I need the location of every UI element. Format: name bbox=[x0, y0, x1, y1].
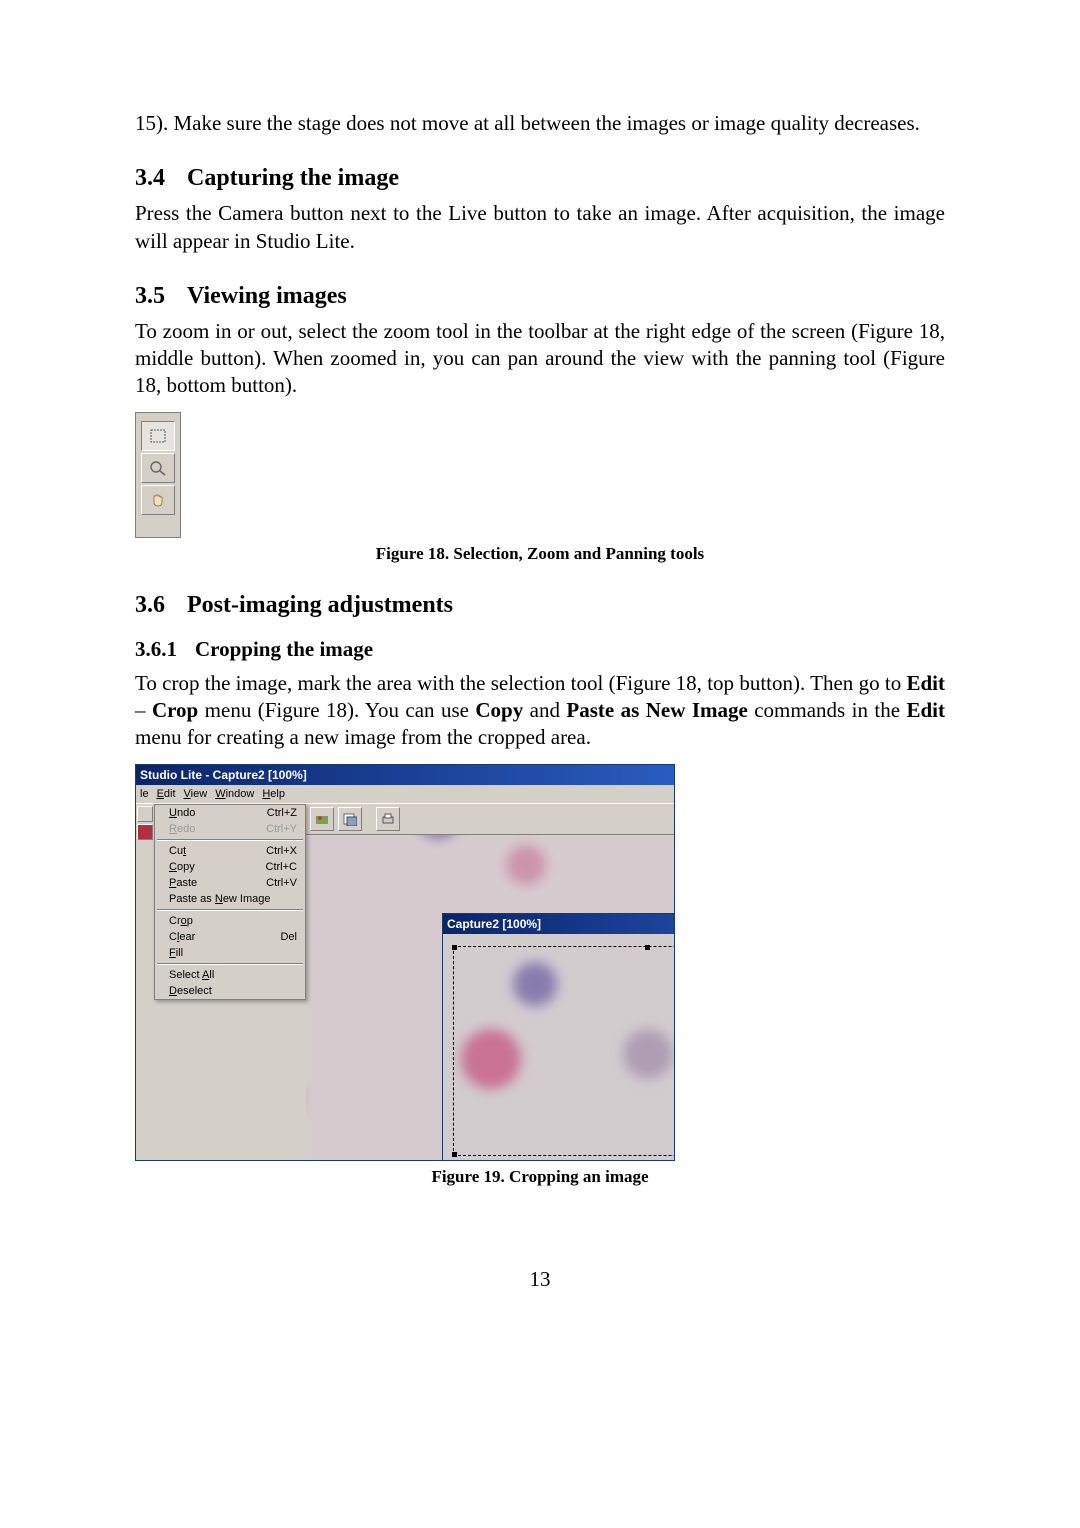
section-title: Post-imaging adjustments bbox=[187, 592, 453, 619]
menubar: le Edit View Window Help bbox=[136, 785, 674, 804]
mini-toolbar bbox=[135, 412, 181, 538]
page-number: 13 bbox=[135, 1267, 945, 1292]
zoom-icon bbox=[149, 460, 167, 476]
subsection-number: 3.6.1 bbox=[135, 637, 177, 662]
cropping-paragraph: To crop the image, mark the area with th… bbox=[135, 670, 945, 752]
left-toolbar bbox=[136, 804, 154, 840]
menu-file-fragment[interactable]: le bbox=[140, 788, 149, 800]
pan-tool-button[interactable] bbox=[141, 485, 175, 515]
section-3-5-heading: 3.5 Viewing images bbox=[135, 283, 945, 310]
sub-canvas[interactable] bbox=[443, 934, 674, 1160]
menu-item-fill[interactable]: Fill bbox=[155, 945, 305, 961]
tool-print[interactable] bbox=[376, 807, 400, 831]
section-number: 3.5 bbox=[135, 283, 165, 310]
menu-item-paste[interactable]: PasteCtrl+V bbox=[155, 875, 305, 891]
section-3-6-1-heading: 3.6.1 Cropping the image bbox=[135, 637, 945, 662]
menu-window[interactable]: Window bbox=[215, 788, 254, 800]
menu-item-redo: RedoCtrl+Y bbox=[155, 821, 305, 837]
tool-b[interactable] bbox=[338, 807, 362, 831]
selection-tool-button[interactable] bbox=[141, 421, 175, 451]
section-title: Capturing the image bbox=[187, 165, 399, 192]
intro-paragraph: 15). Make sure the stage does not move a… bbox=[135, 110, 945, 137]
menu-item-copy[interactable]: CopyCtrl+C bbox=[155, 859, 305, 875]
left-tool-1[interactable] bbox=[137, 806, 153, 822]
main-titlebar: Studio Lite - Capture2 [100%] bbox=[136, 765, 674, 785]
section-number: 3.4 bbox=[135, 165, 165, 192]
selection-icon bbox=[149, 428, 167, 444]
background-canvas: Capture2 [100%] bbox=[306, 835, 674, 1160]
section-3-5-body: To zoom in or out, select the zoom tool … bbox=[135, 318, 945, 400]
zoom-tool-button[interactable] bbox=[141, 453, 175, 483]
tool-a[interactable] bbox=[310, 807, 334, 831]
section-3-4-body: Press the Camera button next to the Live… bbox=[135, 200, 945, 255]
sub-window: Capture2 [100%] bbox=[442, 913, 674, 1160]
menu-edit[interactable]: Edit bbox=[157, 788, 176, 800]
selection-marquee[interactable] bbox=[453, 946, 674, 1156]
menu-item-paste-as-new-image[interactable]: Paste as New Image bbox=[155, 891, 305, 907]
sub-titlebar: Capture2 [100%] bbox=[443, 914, 674, 934]
menu-view[interactable]: View bbox=[184, 788, 208, 800]
edit-dropdown-menu: UndoCtrl+ZRedoCtrl+YCutCtrl+XCopyCtrl+CP… bbox=[154, 804, 306, 1000]
top-tool-row bbox=[306, 804, 674, 835]
section-number: 3.6 bbox=[135, 592, 165, 619]
figure-18-caption: Figure 18. Selection, Zoom and Panning t… bbox=[135, 544, 945, 564]
figure-19-caption: Figure 19. Cropping an image bbox=[135, 1167, 945, 1187]
section-3-4-heading: 3.4 Capturing the image bbox=[135, 165, 945, 192]
menu-item-cut[interactable]: CutCtrl+X bbox=[155, 843, 305, 859]
pan-icon bbox=[149, 492, 167, 508]
menu-help[interactable]: Help bbox=[262, 788, 285, 800]
section-title: Viewing images bbox=[187, 283, 347, 310]
menu-item-deselect[interactable]: Deselect bbox=[155, 983, 305, 999]
menu-item-undo[interactable]: UndoCtrl+Z bbox=[155, 805, 305, 821]
figure-19-window: Studio Lite - Capture2 [100%] le Edit Vi… bbox=[135, 764, 675, 1161]
menu-item-crop[interactable]: Crop bbox=[155, 913, 305, 929]
menu-item-select-all[interactable]: Select All bbox=[155, 967, 305, 983]
menu-item-clear[interactable]: ClearDel bbox=[155, 929, 305, 945]
figure-18 bbox=[135, 412, 945, 538]
subsection-title: Cropping the image bbox=[195, 637, 373, 662]
left-tool-2[interactable] bbox=[137, 824, 153, 840]
section-3-6-heading: 3.6 Post-imaging adjustments bbox=[135, 592, 945, 619]
canvas-area: Capture2 [100%] bbox=[306, 804, 674, 1160]
